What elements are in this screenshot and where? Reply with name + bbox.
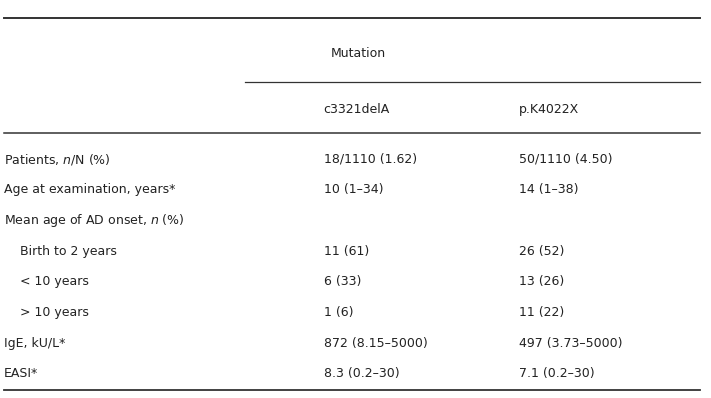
- Text: < 10 years: < 10 years: [4, 275, 88, 288]
- Text: 872 (8.15–5000): 872 (8.15–5000): [324, 337, 427, 349]
- Text: 6 (33): 6 (33): [324, 275, 361, 288]
- Text: p.K4022X: p.K4022X: [519, 103, 579, 116]
- Text: c3321delA: c3321delA: [324, 103, 390, 116]
- Text: 11 (61): 11 (61): [324, 245, 369, 258]
- Text: Birth to 2 years: Birth to 2 years: [4, 245, 117, 258]
- Text: 8.3 (0.2–30): 8.3 (0.2–30): [324, 367, 399, 380]
- Text: 18/1110 (1.62): 18/1110 (1.62): [324, 153, 417, 166]
- Text: 7.1 (0.2–30): 7.1 (0.2–30): [519, 367, 594, 380]
- Text: 13 (26): 13 (26): [519, 275, 565, 288]
- Text: EASI*: EASI*: [4, 367, 38, 380]
- Text: Mean age of AD onset, $n$ (%): Mean age of AD onset, $n$ (%): [4, 212, 184, 229]
- Text: Patients, $n$/N (%): Patients, $n$/N (%): [4, 152, 110, 167]
- Text: Age at examination, years*: Age at examination, years*: [4, 183, 175, 196]
- Text: IgE, kU/L*: IgE, kU/L*: [4, 337, 65, 349]
- Text: 26 (52): 26 (52): [519, 245, 565, 258]
- Text: 497 (3.73–5000): 497 (3.73–5000): [519, 337, 623, 349]
- Text: 1 (6): 1 (6): [324, 306, 353, 319]
- Text: Mutation: Mutation: [331, 47, 386, 60]
- Text: 50/1110 (4.50): 50/1110 (4.50): [519, 153, 613, 166]
- Text: 10 (1–34): 10 (1–34): [324, 183, 383, 196]
- Text: 11 (22): 11 (22): [519, 306, 565, 319]
- Text: 14 (1–38): 14 (1–38): [519, 183, 579, 196]
- Text: > 10 years: > 10 years: [4, 306, 88, 319]
